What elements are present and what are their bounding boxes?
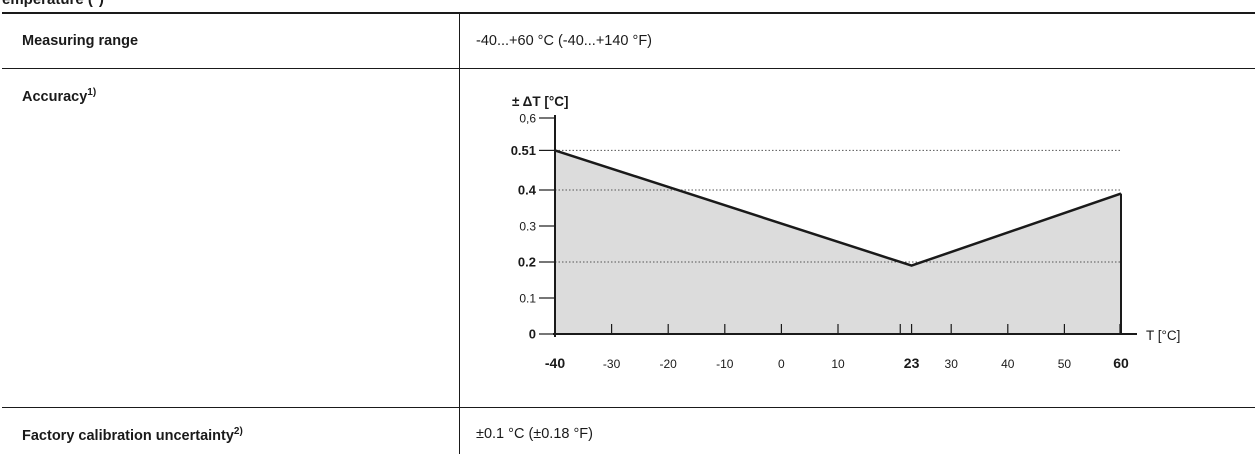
y-axis-title: ± ΔT [°C]	[512, 94, 569, 109]
calibration-label-text: Factory calibration uncertainty	[22, 428, 234, 444]
x-tick-label-10: 60	[1113, 355, 1129, 371]
x-tick-label-3: -10	[716, 357, 734, 371]
row-label-accuracy: Accuracy1)	[22, 87, 96, 105]
chart-layer: 0 0.1 0.2 0.3 0.4 0.51 0,6 -40 -30 -20 -10 0 10 23 30 4…	[511, 94, 1181, 371]
accuracy-label-text: Accuracy	[22, 89, 88, 105]
y-tick-label-1: 0.1	[519, 292, 536, 306]
y-tick-label-5: 0.51	[511, 143, 536, 158]
calibration-footnote-ref: 2)	[233, 426, 243, 437]
row-value-measuring-range: -40...+60 °C (-40...+140 °F)	[476, 33, 653, 49]
x-tick-label-1: -30	[603, 357, 621, 371]
table-row-accuracy: Accuracy1)	[2, 69, 1255, 408]
row-label-measuring-range: Measuring range	[22, 33, 139, 49]
x-tick-label-5: 10	[831, 357, 845, 371]
accuracy-footnote-ref: 1)	[87, 87, 97, 98]
y-tick-label-6: 0,6	[519, 112, 536, 126]
table-top-rule	[2, 12, 1255, 14]
y-tick-label-2: 0.2	[518, 255, 536, 270]
column-divider	[459, 14, 460, 454]
x-axis-title: T [°C]	[1146, 328, 1180, 343]
y-tick-label-0: 0	[529, 327, 536, 342]
y-tick-label-3: 0.3	[519, 220, 536, 234]
table-row-calibration-uncertainty: Factory calibration uncertainty2) ±0.1 °…	[2, 408, 1255, 456]
x-tick-label-7: 30	[945, 357, 959, 371]
table-row-measuring-range: Measuring range -40...+60 °C (-40...+140…	[2, 14, 1255, 69]
x-tick-label-4: 0	[778, 357, 785, 371]
row-label-calibration-uncertainty: Factory calibration uncertainty2)	[22, 426, 243, 444]
x-tick-label-9: 50	[1058, 357, 1072, 371]
y-tick-label-4: 0.4	[518, 183, 537, 198]
x-tick-label-2: -20	[660, 357, 678, 371]
section-heading: emperature (°)	[2, 0, 104, 8]
accuracy-series-line	[554, 149, 1122, 267]
row-value-calibration-uncertainty: ±0.1 °C (±0.18 °F)	[476, 426, 593, 442]
x-tick-label-6: 23	[904, 355, 920, 371]
x-tick-label-0: -40	[545, 355, 565, 371]
x-tick-label-8: 40	[1001, 357, 1015, 371]
